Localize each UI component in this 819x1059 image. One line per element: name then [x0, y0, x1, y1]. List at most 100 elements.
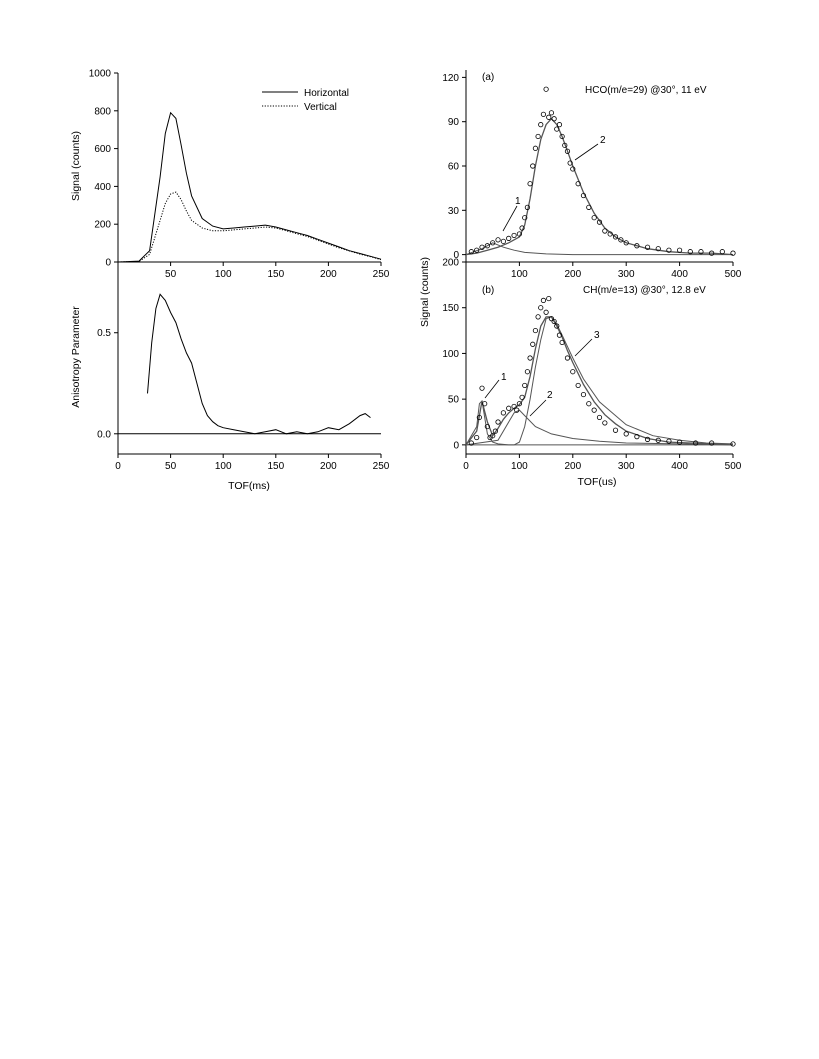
data-point — [546, 114, 552, 120]
right-ylabel: Signal (counts) — [419, 257, 431, 327]
data-point — [548, 316, 555, 322]
data-point — [516, 401, 523, 407]
data-point — [580, 391, 587, 398]
data-point — [634, 243, 640, 249]
data-point — [548, 110, 555, 116]
data-point — [551, 116, 557, 122]
data-point — [709, 250, 715, 256]
data-point — [655, 246, 661, 252]
data-point — [546, 295, 552, 302]
data-point — [556, 122, 563, 128]
data-point — [730, 250, 736, 256]
data-point — [500, 238, 506, 244]
right-b-arrow-3 — [574, 338, 593, 357]
data-point — [559, 133, 565, 140]
series-line — [465, 399, 733, 446]
x-tick-label: 50 — [165, 461, 177, 472]
data-point — [506, 405, 512, 411]
data-point — [522, 215, 528, 221]
data-point — [479, 244, 485, 250]
right-b-title: CH(m/e=13) @30°, 12.8 eV — [583, 285, 706, 296]
x-tick-label: 200 — [320, 461, 337, 472]
x-tick-label: 300 — [618, 269, 635, 280]
data-point — [476, 414, 482, 421]
data-point — [570, 166, 576, 172]
x-tick-label: 100 — [215, 269, 232, 280]
right-a-points — [468, 86, 736, 256]
left-bottom-xlabel: TOF(ms) — [228, 480, 270, 492]
right-a-annotation-1: 1 — [515, 196, 521, 207]
left-top-ticks: 50 100 150 200 250 0 200 400 600 800 1000 — [89, 69, 390, 281]
x-tick-label: 200 — [564, 461, 581, 472]
x-tick-label: 0 — [115, 461, 121, 472]
series-line — [117, 111, 382, 263]
x-tick-label: 200 — [564, 269, 581, 280]
data-point — [564, 355, 571, 361]
data-point — [575, 382, 581, 389]
y-tick-label: 0.0 — [97, 429, 111, 440]
data-point — [607, 231, 613, 237]
right-b-ticks: 0 100 200 300 400 500 0 50 100 150 200 — [442, 258, 741, 473]
right-a-annotation-2: 2 — [600, 135, 606, 146]
data-point — [527, 355, 533, 361]
data-point — [586, 204, 592, 210]
x-tick-label: 300 — [618, 461, 635, 472]
data-point — [666, 438, 672, 444]
data-point — [479, 385, 485, 391]
x-tick-label: 200 — [320, 269, 337, 280]
data-point — [602, 228, 608, 234]
data-point — [655, 437, 661, 443]
x-tick-label: 500 — [725, 461, 742, 472]
left-bottom-series — [118, 293, 381, 435]
x-tick-label: 250 — [373, 461, 390, 472]
x-tick-label: 100 — [511, 461, 528, 472]
y-tick-label: 150 — [442, 303, 459, 314]
data-point — [484, 243, 490, 249]
data-point — [564, 148, 571, 154]
data-point — [532, 145, 539, 151]
right-a-arrow-2 — [574, 143, 599, 161]
right-b-annotation-1: 1 — [501, 372, 507, 383]
data-point — [666, 247, 672, 253]
y-tick-label: 200 — [442, 258, 459, 269]
right-a-arrow-1 — [502, 205, 518, 232]
data-point — [556, 332, 563, 338]
data-point — [634, 434, 640, 440]
x-tick-label: 250 — [373, 269, 390, 280]
x-tick-label: 500 — [725, 269, 742, 280]
data-point — [500, 410, 506, 416]
data-point — [495, 419, 501, 425]
data-point — [580, 192, 587, 199]
data-point — [492, 428, 498, 434]
data-point — [527, 181, 533, 187]
y-tick-label: 50 — [448, 395, 460, 406]
data-point — [514, 407, 520, 413]
left-bottom-ticks: 0 50 100 150 200 250 0.0 0.5 — [97, 328, 390, 472]
data-point — [519, 394, 525, 400]
data-point — [511, 403, 517, 410]
data-point — [586, 401, 592, 407]
data-point — [535, 314, 541, 320]
right-b-annotation-3: 3 — [594, 330, 600, 341]
data-point — [709, 440, 715, 446]
data-point — [698, 249, 704, 255]
left-bottom-panel: 0 50 100 150 200 250 0.0 0.5 Anisotropy Paramet… — [70, 262, 390, 492]
data-point — [524, 204, 531, 210]
data-point — [530, 341, 536, 347]
data-point — [490, 240, 496, 246]
y-tick-label: 60 — [448, 162, 460, 173]
data-point — [602, 420, 608, 426]
series-line — [465, 409, 734, 446]
legend-label-vertical: Vertical — [304, 102, 337, 113]
data-point — [567, 160, 573, 166]
legend-label-horizontal: Horizontal — [304, 88, 349, 99]
right-a-panel: 100 200 300 400 500 0 30 60 90 120 (a) HCO(m/e=29… — [442, 70, 742, 280]
data-point — [596, 414, 603, 421]
data-point — [468, 249, 474, 255]
data-point — [535, 133, 541, 140]
right-b-annotation-2: 2 — [547, 390, 553, 401]
data-point — [540, 297, 547, 303]
data-point — [484, 423, 490, 430]
x-tick-label: 100 — [215, 461, 232, 472]
